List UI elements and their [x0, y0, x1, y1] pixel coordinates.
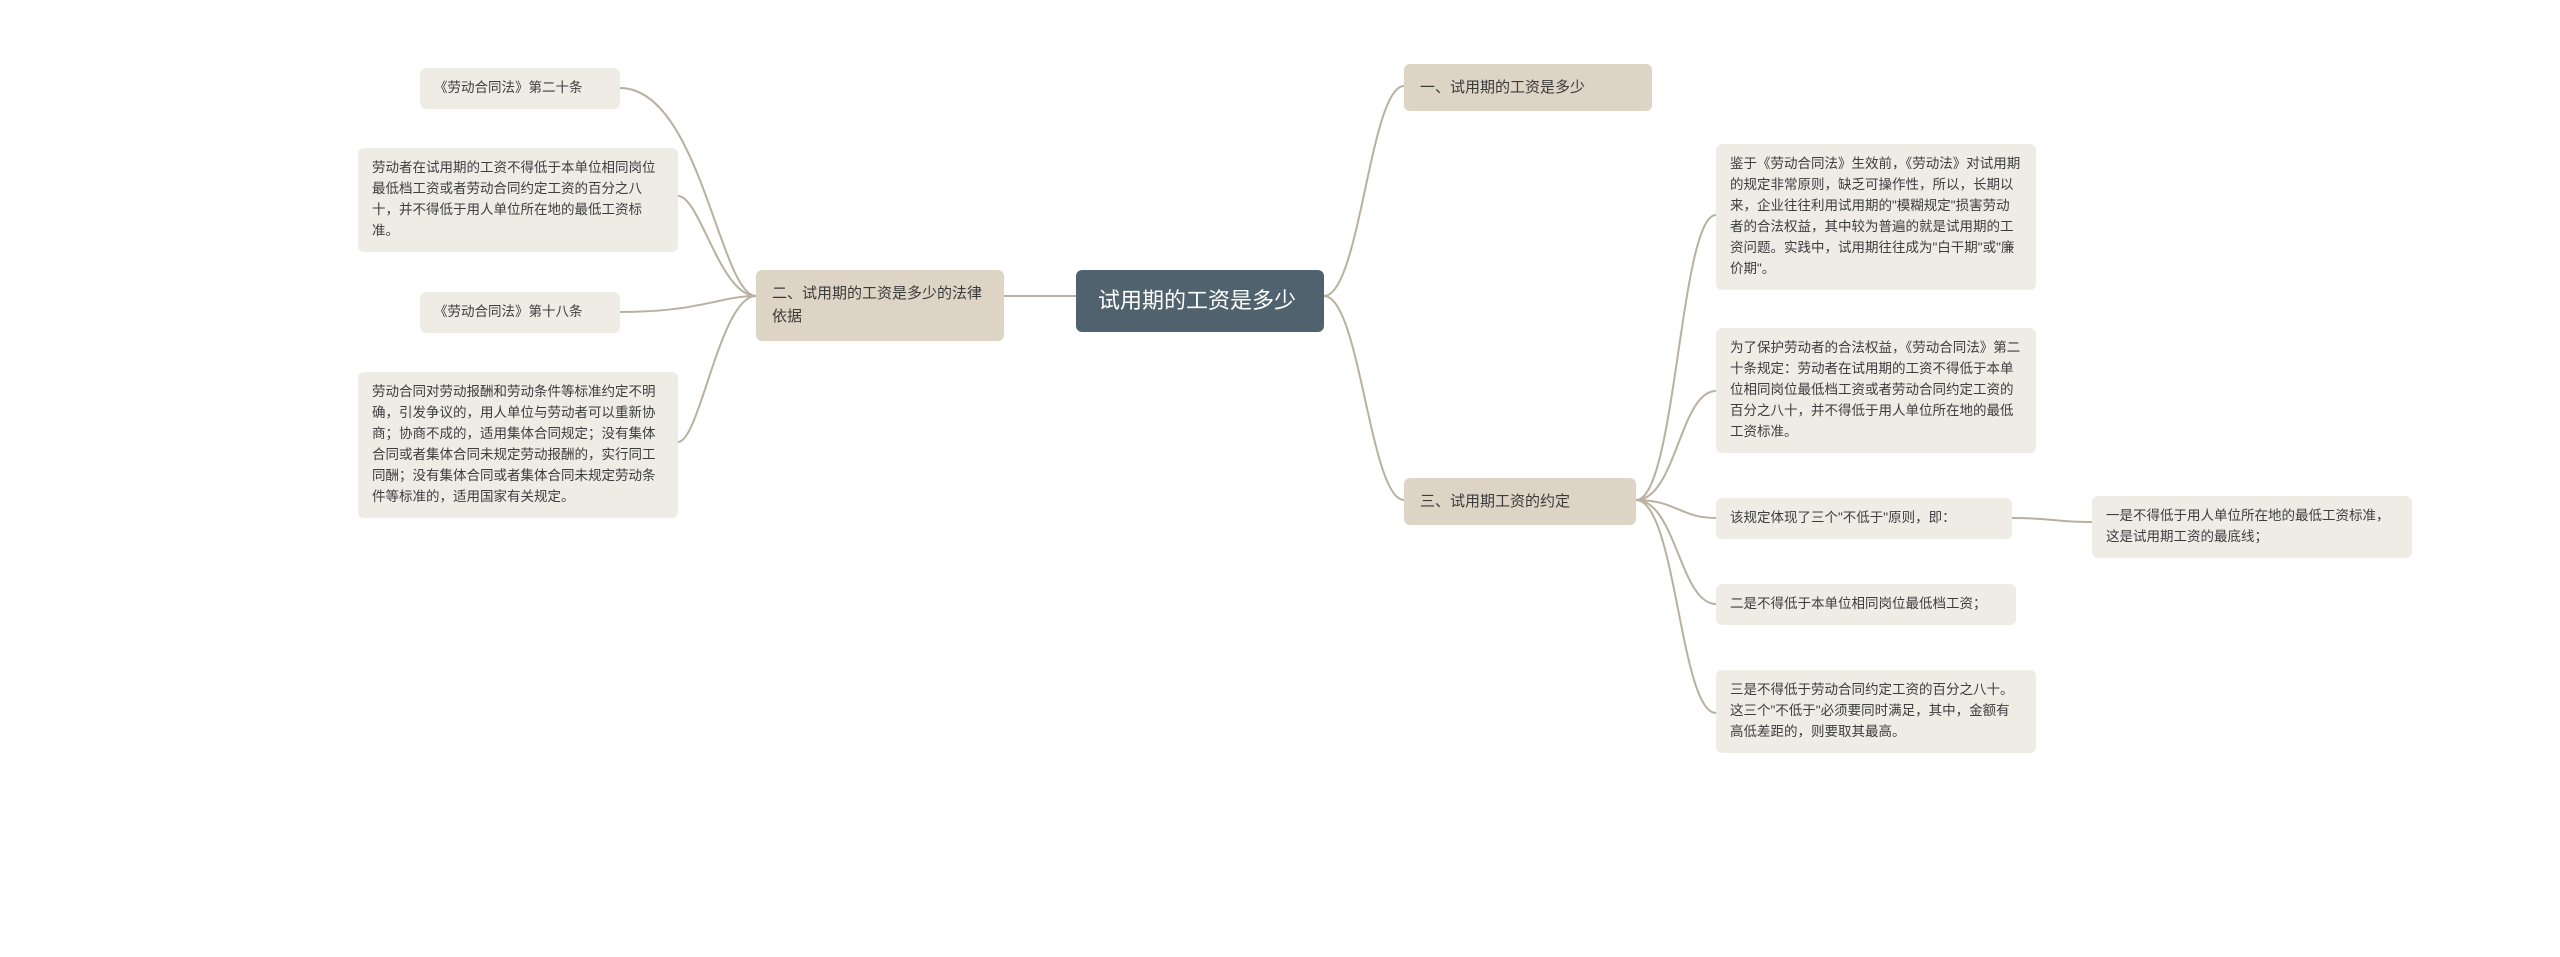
leaf-law-art20: 《劳动合同法》第二十条 — [420, 68, 620, 109]
branch-salary-agreement[interactable]: 三、试用期工资的约定 — [1404, 478, 1636, 525]
leaf-principle-3: 三是不得低于劳动合同约定工资的百分之八十。这三个"不低于"必须要同时满足，其中，… — [1716, 670, 2036, 753]
leaf-law-art18: 《劳动合同法》第十八条 — [420, 292, 620, 333]
leaf-art20-protection: 为了保护劳动者的合法权益，《劳动合同法》第二十条规定：劳动者在试用期的工资不得低… — [1716, 328, 2036, 453]
branch-salary-amount[interactable]: 一、试用期的工资是多少 — [1404, 64, 1652, 111]
leaf-principle-1: 一是不得低于用人单位所在地的最低工资标准，这是试用期工资的最底线； — [2092, 496, 2412, 558]
leaf-three-principles: 该规定体现了三个"不低于"原则，即： — [1716, 498, 2012, 539]
leaf-art18-content: 劳动合同对劳动报酬和劳动条件等标准约定不明确，引发争议的，用人单位与劳动者可以重… — [358, 372, 678, 518]
leaf-principle-2: 二是不得低于本单位相同岗位最低档工资； — [1716, 584, 2016, 625]
leaf-art20-content: 劳动者在试用期的工资不得低于本单位相同岗位最低档工资或者劳动合同约定工资的百分之… — [358, 148, 678, 252]
root-node[interactable]: 试用期的工资是多少 — [1076, 270, 1324, 332]
branch-legal-basis[interactable]: 二、试用期的工资是多少的法律依据 — [756, 270, 1004, 341]
leaf-background: 鉴于《劳动合同法》生效前，《劳动法》对试用期的规定非常原则，缺乏可操作性，所以，… — [1716, 144, 2036, 290]
